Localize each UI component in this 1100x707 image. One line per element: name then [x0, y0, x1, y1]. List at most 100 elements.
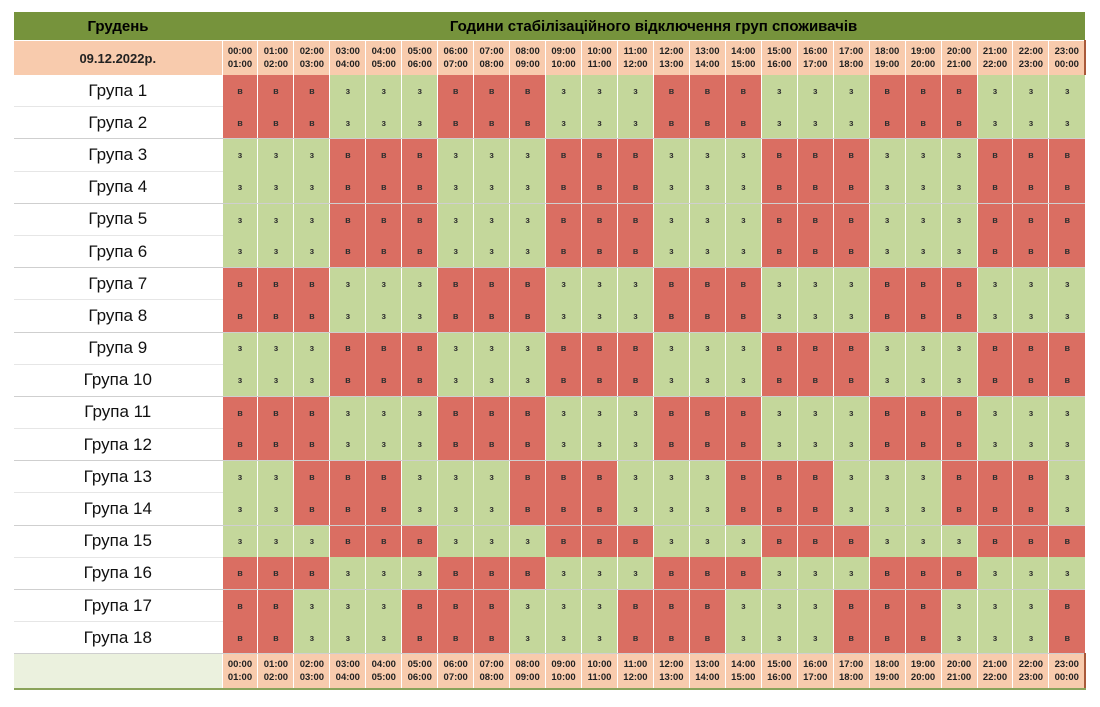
- outage-cell: в: [329, 460, 366, 493]
- group-name: Група 14: [14, 492, 222, 526]
- hour-start: 21:00: [982, 659, 1008, 671]
- footer-blank-cell: [14, 653, 222, 691]
- power-on-cell: з: [221, 364, 258, 397]
- power-on-cell: з: [329, 106, 366, 140]
- hour-start: 00:00: [227, 46, 253, 57]
- outage-cell: в: [437, 396, 474, 429]
- power-on-cell: з: [473, 138, 510, 172]
- outage-cell: в: [437, 621, 474, 655]
- outage-cell: в: [329, 138, 366, 172]
- outage-cell: в: [868, 75, 906, 107]
- group-name: Група 10: [14, 364, 222, 397]
- power-on-cell: з: [904, 138, 942, 172]
- outage-cell: в: [437, 106, 474, 140]
- power-on-cell: з: [976, 267, 1013, 300]
- power-on-cell: з: [545, 589, 582, 622]
- power-on-cell: з: [293, 621, 330, 655]
- outage-cell: в: [760, 492, 798, 526]
- outage-cell: в: [904, 621, 942, 655]
- outage-cell: в: [616, 171, 654, 204]
- outage-cell: в: [1048, 621, 1086, 655]
- outage-cell: в: [724, 299, 762, 333]
- power-on-cell: з: [832, 299, 870, 333]
- outage-cell: в: [904, 557, 942, 591]
- group-name: Група 7: [14, 267, 222, 301]
- hour-end: 12:00: [623, 672, 648, 684]
- outage-cell: в: [509, 428, 546, 462]
- footer-hour-0: 00:00 01:00: [221, 653, 258, 691]
- outage-cell: в: [581, 203, 618, 236]
- power-on-cell: з: [437, 138, 474, 172]
- power-on-cell: з: [257, 492, 294, 526]
- power-on-cell: з: [437, 203, 474, 236]
- outage-cell: в: [545, 203, 582, 236]
- outage-cell: в: [1012, 171, 1049, 204]
- power-on-cell: з: [724, 203, 762, 236]
- outage-cell: в: [616, 621, 654, 655]
- outage-cell: в: [724, 492, 762, 526]
- hour-end: 08:00: [479, 59, 504, 70]
- power-on-cell: з: [940, 589, 978, 622]
- power-on-cell: з: [1048, 396, 1086, 429]
- group-row: Група 17 в в з з з в в в з з з в в в з з з в в в з з з в: [14, 589, 1086, 623]
- hour-start: 20:00: [946, 659, 972, 671]
- outage-cell: в: [437, 557, 474, 591]
- outage-cell: в: [365, 235, 402, 269]
- footer-hour-13: 13:00 14:00: [688, 653, 726, 691]
- outage-cell: в: [545, 492, 582, 526]
- outage-cell: в: [581, 525, 618, 558]
- outage-cell: в: [652, 267, 690, 300]
- outage-cell: в: [760, 138, 798, 172]
- outage-cell: в: [652, 621, 690, 655]
- power-on-cell: з: [293, 235, 330, 269]
- outage-cell: в: [1048, 525, 1086, 558]
- hour-start: 06:00: [443, 46, 468, 57]
- power-on-cell: з: [904, 235, 942, 269]
- power-on-cell: з: [401, 267, 438, 300]
- outage-cell: в: [257, 589, 294, 622]
- power-on-cell: з: [724, 621, 762, 655]
- power-on-cell: з: [329, 267, 366, 300]
- footer-hour-15: 15:00 16:00: [760, 653, 798, 691]
- outage-cell: в: [257, 106, 294, 140]
- power-on-cell: з: [724, 364, 762, 397]
- group-name: Група 1: [14, 75, 222, 108]
- hour-end: 14:00: [695, 672, 720, 684]
- outage-cell: в: [401, 621, 438, 655]
- hour-end: 07:00: [443, 59, 468, 70]
- hour-end: 03:00: [299, 59, 325, 70]
- power-on-cell: з: [365, 621, 402, 655]
- footer-hour-10: 10:00 11:00: [581, 653, 618, 691]
- outage-cell: в: [221, 106, 258, 140]
- outage-cell: в: [616, 332, 654, 365]
- group-row: Група 10 з з з в в в з з з в в в з з з в в в з з з в в в: [14, 364, 1086, 397]
- header-hour-22: 22:00 23:00: [1012, 40, 1049, 75]
- power-on-cell: з: [509, 332, 546, 365]
- hour-start: 03:00: [335, 659, 360, 671]
- hour-end: 10:00: [551, 59, 576, 70]
- hour-end: 18:00: [839, 59, 864, 70]
- outage-cell: в: [1012, 203, 1049, 236]
- outage-cell: в: [652, 428, 690, 462]
- power-on-cell: з: [832, 428, 870, 462]
- power-on-cell: з: [221, 492, 258, 526]
- outage-cell: в: [1012, 492, 1049, 526]
- outage-cell: в: [509, 492, 546, 526]
- hour-end: 05:00: [371, 59, 396, 70]
- outage-cell: в: [724, 428, 762, 462]
- power-on-cell: з: [904, 492, 942, 526]
- outage-cell: в: [940, 557, 978, 591]
- power-on-cell: з: [1048, 428, 1086, 462]
- outage-cell: в: [832, 332, 870, 365]
- hour-end: 01:00: [227, 59, 253, 70]
- power-on-cell: з: [257, 235, 294, 269]
- power-on-cell: з: [257, 171, 294, 204]
- power-on-cell: з: [652, 364, 690, 397]
- hour-end: 01:00: [227, 672, 253, 684]
- power-on-cell: з: [365, 106, 402, 140]
- power-on-cell: з: [724, 589, 762, 622]
- power-on-cell: з: [473, 460, 510, 493]
- power-on-cell: з: [976, 589, 1013, 622]
- outage-cell: в: [1012, 525, 1049, 558]
- power-on-cell: з: [437, 171, 474, 204]
